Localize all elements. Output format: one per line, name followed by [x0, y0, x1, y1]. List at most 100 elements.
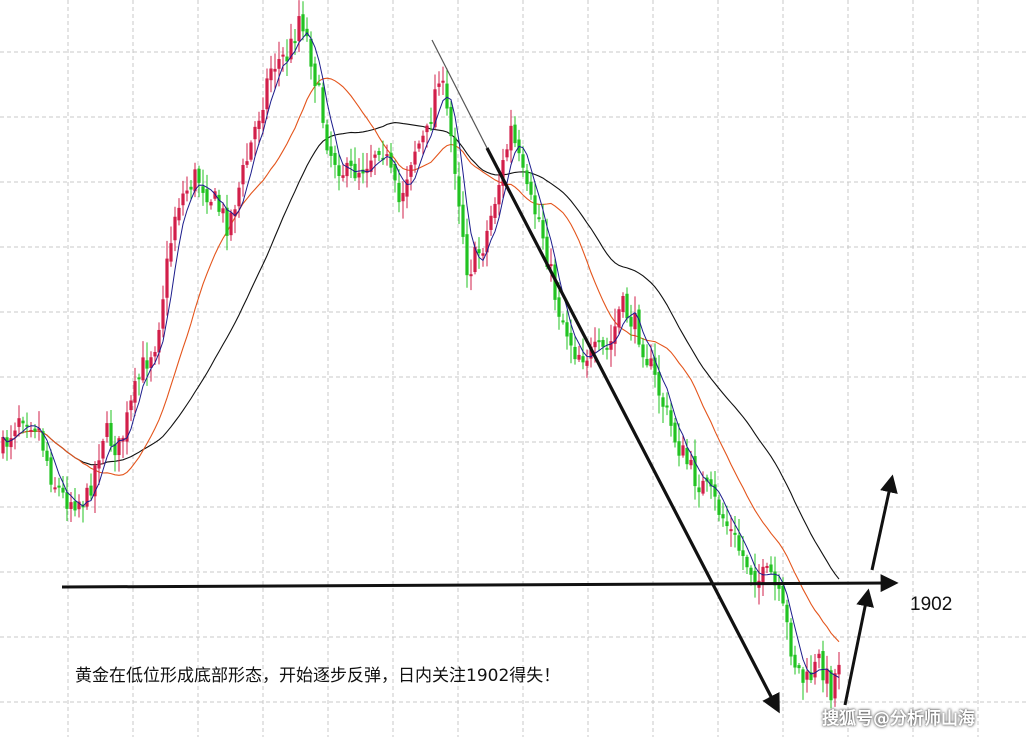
candle-up	[229, 212, 233, 236]
candle-down	[457, 176, 461, 207]
candle-up	[269, 68, 273, 81]
candle-up	[437, 83, 441, 87]
candle-up	[149, 357, 153, 369]
candle-up	[277, 59, 281, 69]
candle-up	[53, 487, 57, 490]
candle-down	[645, 358, 649, 366]
candle-up	[589, 346, 593, 359]
candle-up	[501, 160, 505, 186]
candle-down	[65, 492, 69, 509]
candle-down	[533, 195, 537, 215]
candle-down	[353, 163, 357, 179]
candle-down	[313, 63, 317, 87]
candle-up	[497, 185, 501, 205]
candle-up	[105, 423, 109, 437]
candle-down	[777, 584, 781, 589]
candle-up	[689, 459, 693, 466]
candle-up	[69, 502, 73, 509]
candle-up	[549, 264, 553, 267]
candle-down	[537, 217, 541, 220]
candle-down	[581, 356, 585, 363]
candle-down	[89, 485, 93, 496]
candle-up	[729, 529, 733, 532]
candle-up	[125, 412, 129, 442]
candle-up	[425, 125, 429, 133]
candle-up	[97, 460, 101, 469]
candle-up	[621, 296, 625, 312]
candle-down	[657, 372, 661, 396]
candle-down	[745, 556, 749, 568]
candle-down	[21, 420, 25, 424]
candle-down	[73, 501, 77, 511]
candle-up	[649, 358, 653, 367]
candle-up	[817, 653, 821, 659]
candle-down	[453, 137, 457, 174]
candle-down	[669, 410, 673, 426]
candle-up	[281, 54, 285, 57]
candle-up	[493, 203, 497, 218]
candle-up	[249, 142, 253, 160]
candle-down	[145, 360, 149, 369]
candle-up	[633, 312, 637, 330]
candle-up	[117, 438, 121, 456]
candle-down	[717, 499, 721, 515]
candle-up	[221, 208, 225, 214]
candle-down	[461, 204, 465, 237]
candle-down	[693, 456, 697, 487]
candle-down	[809, 672, 813, 681]
candle-down	[597, 340, 601, 343]
candle-down	[285, 56, 289, 62]
candle-up	[1, 437, 5, 454]
candle-down	[601, 340, 605, 347]
candle-up	[181, 193, 185, 206]
candle-down	[781, 585, 785, 604]
candle-up	[373, 154, 377, 158]
candle-down	[477, 249, 481, 254]
candle-down	[25, 424, 29, 427]
chart-caption: 黄金在低位形成底部形态，开始逐步反弹，日内关注1902得失！	[75, 666, 561, 686]
candle-down	[361, 169, 365, 174]
candle-up	[153, 351, 157, 357]
candle-up	[485, 230, 489, 253]
rebound-arrow-long	[870, 474, 898, 571]
candle-up	[433, 89, 437, 128]
candle-up	[617, 309, 621, 328]
candle-down	[217, 194, 221, 212]
candle-up	[357, 172, 361, 178]
candle-up	[101, 440, 105, 459]
candle-down	[641, 344, 645, 358]
candle-up	[701, 480, 705, 494]
candle-up	[681, 445, 685, 456]
candle-up	[177, 207, 181, 221]
candle-up	[365, 168, 369, 173]
candle-down	[225, 207, 229, 236]
candle-up	[413, 151, 417, 165]
candle-down	[785, 604, 789, 623]
ma-slow-line	[2, 122, 840, 580]
support-line-arrow	[61, 574, 899, 593]
candle-down	[137, 377, 141, 380]
candle-down	[301, 14, 305, 32]
candle-up	[825, 668, 829, 684]
candle-down	[61, 487, 65, 493]
candle-down	[665, 405, 669, 408]
candle-down	[773, 571, 777, 586]
candle-down	[429, 121, 433, 124]
candle-down	[789, 622, 793, 657]
candle-down	[521, 154, 525, 168]
candle-up	[17, 418, 21, 427]
downtrend-thin-line	[431, 39, 488, 149]
candle-up	[837, 664, 841, 675]
candle-up	[481, 253, 485, 256]
candle-up	[161, 299, 165, 329]
candle-down	[513, 124, 517, 144]
candle-up	[169, 243, 173, 262]
candle-up	[297, 16, 301, 42]
candle-up	[765, 565, 769, 568]
candle-down	[189, 186, 193, 190]
candle-down	[317, 83, 321, 86]
candle-up	[805, 671, 809, 680]
candle-up	[273, 68, 277, 72]
